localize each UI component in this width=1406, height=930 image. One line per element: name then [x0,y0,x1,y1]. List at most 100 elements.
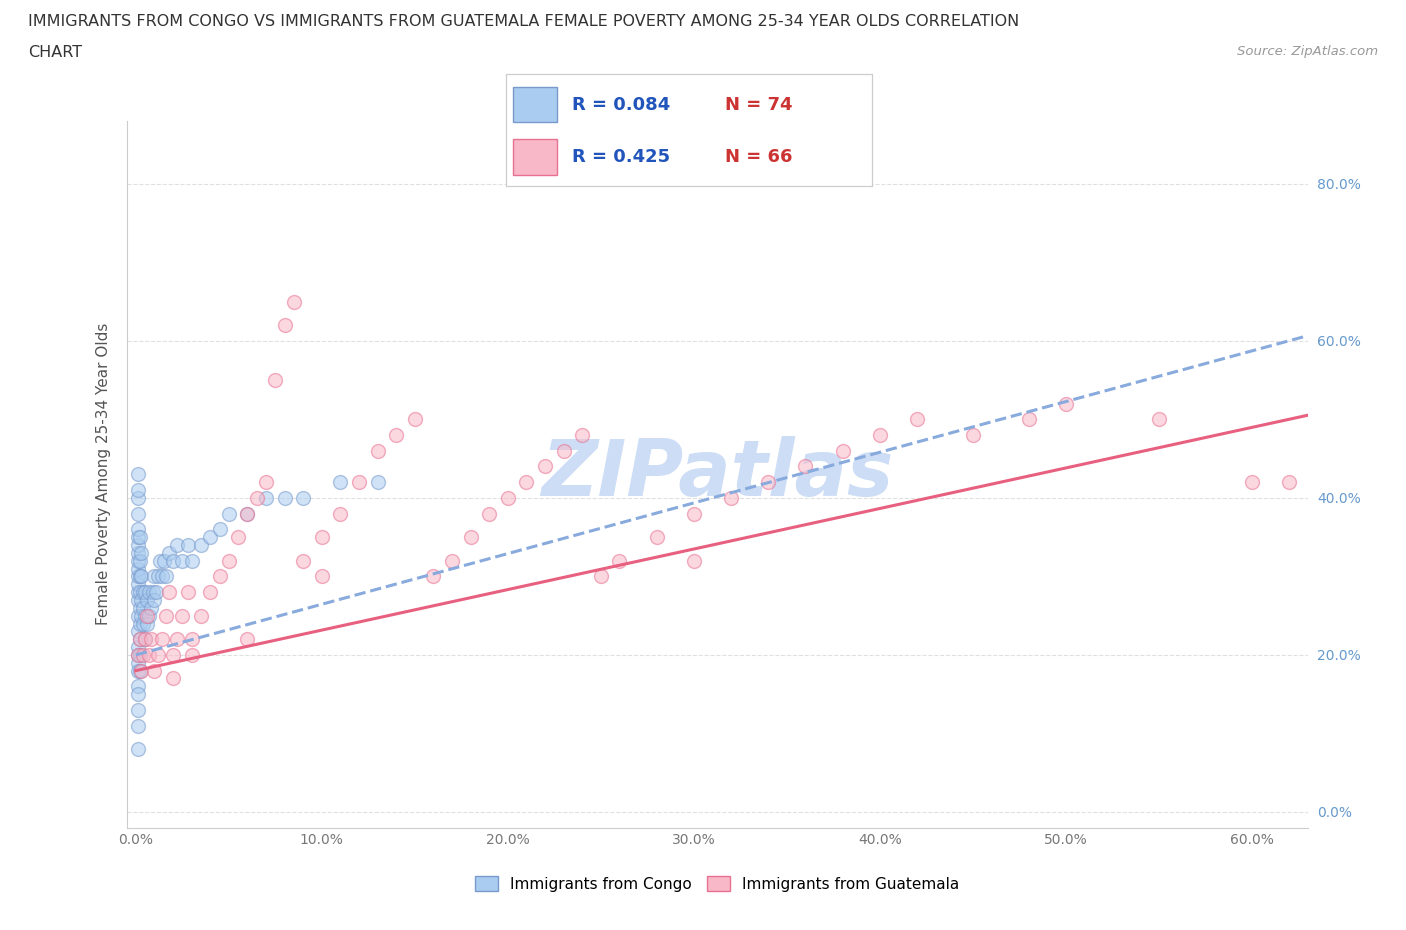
Point [218,506,240,521]
Point [127,663,149,678]
Point [127,561,149,576]
Point [172,608,194,623]
Point [132,585,155,600]
Point [273,318,295,333]
Point [127,647,149,662]
Text: CHART: CHART [28,45,82,60]
Point [571,428,593,443]
Point [155,569,177,584]
Point [138,608,160,623]
Point [440,553,463,568]
Point [131,663,153,678]
Point [645,530,668,545]
Point [166,538,188,552]
Point [756,474,779,489]
Point [128,647,150,662]
Point [127,742,149,757]
Point [132,616,155,631]
Point [127,656,149,671]
Bar [513,140,557,175]
Point [869,428,891,443]
Point [132,601,155,616]
Point [218,553,240,568]
Text: ZIPatlas: ZIPatlas [541,436,893,512]
Point [404,412,426,427]
Point [162,647,184,662]
Point [127,624,149,639]
Point [157,545,180,560]
Point [609,553,631,568]
Y-axis label: Female Poverty Among 25-34 Year Olds: Female Poverty Among 25-34 Year Olds [96,323,111,626]
Point [1018,412,1040,427]
Text: IMMIGRANTS FROM CONGO VS IMMIGRANTS FROM GUATEMALA FEMALE POVERTY AMONG 25-34 YE: IMMIGRANTS FROM CONGO VS IMMIGRANTS FROM… [28,14,1019,29]
Point [180,553,202,568]
Point [146,569,169,584]
Point [682,553,704,568]
Point [127,506,149,521]
Point [208,522,231,537]
Point [254,490,277,505]
Point [478,506,501,521]
Bar [513,86,557,123]
Point [150,569,173,584]
Point [254,474,277,489]
Point [311,530,333,545]
Point [208,569,231,584]
Point [127,686,149,701]
Point [127,569,149,584]
Point [131,545,153,560]
Point [273,490,295,505]
Point [138,585,160,600]
Point [145,585,167,600]
Point [128,569,150,584]
Point [155,608,177,623]
Point [180,647,202,662]
Text: R = 0.084: R = 0.084 [572,96,671,113]
Point [132,647,155,662]
Point [682,506,704,521]
Point [1147,412,1170,427]
Point [128,631,150,646]
Point [515,474,537,489]
Point [127,538,149,552]
Point [831,444,853,458]
Point [127,530,149,545]
Point [292,490,315,505]
Point [422,569,444,584]
Point [200,530,222,545]
Point [139,631,162,646]
Text: N = 74: N = 74 [725,96,793,113]
Point [236,506,259,521]
Point [143,569,166,584]
Point [236,631,259,646]
Text: Source: ZipAtlas.com: Source: ZipAtlas.com [1237,45,1378,58]
Point [127,679,149,694]
Point [142,585,165,600]
Point [292,553,315,568]
Point [329,474,352,489]
Point [157,585,180,600]
Point [136,608,159,623]
Point [367,474,389,489]
Point [127,577,149,591]
Point [177,585,200,600]
Point [146,647,169,662]
Point [720,490,742,505]
Point [534,459,557,474]
Point [128,530,150,545]
Point [134,608,156,623]
Point [385,428,408,443]
Point [127,640,149,655]
Point [143,592,166,607]
Point [138,647,160,662]
Point [190,608,212,623]
Point [311,569,333,584]
Point [589,569,612,584]
Point [128,585,150,600]
Point [329,506,352,521]
Point [127,585,149,600]
Point [460,530,482,545]
Legend: Immigrants from Congo, Immigrants from Guatemala: Immigrants from Congo, Immigrants from G… [468,870,966,897]
Point [127,608,149,623]
Point [246,490,269,505]
